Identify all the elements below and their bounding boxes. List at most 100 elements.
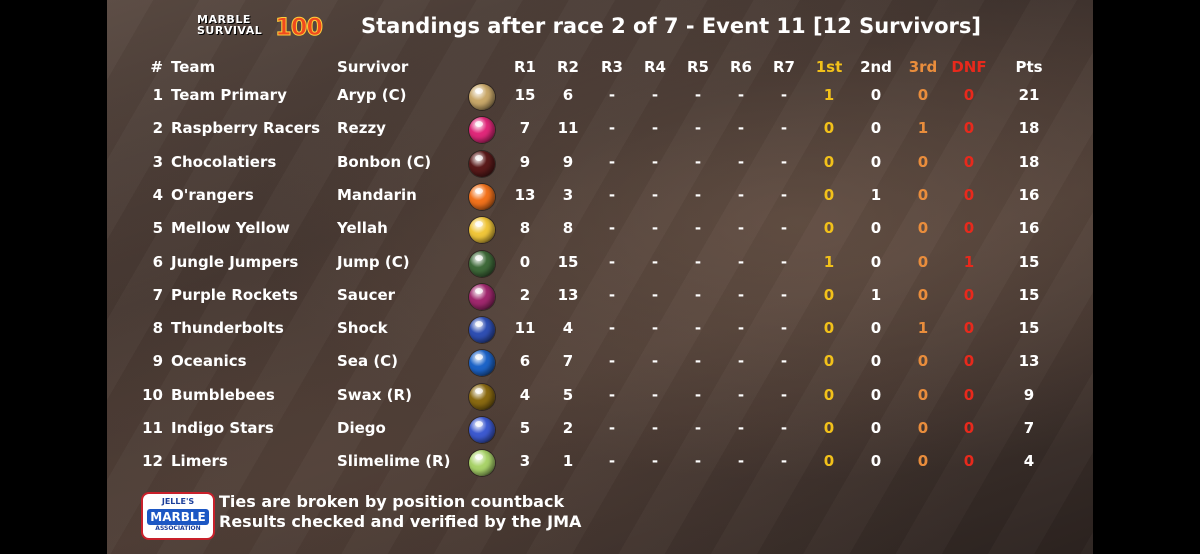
table-row: 11 Indigo Stars Diego 5 2 - - - - - 0 0 0 0 7: [107, 413, 1093, 443]
logo-line1: MARBLE: [197, 13, 251, 26]
row-r5: -: [694, 452, 702, 471]
row-num: 11: [142, 419, 163, 437]
row-dnf: 0: [963, 452, 975, 471]
row-first: 0: [823, 352, 835, 371]
row-dnf: 0: [963, 352, 975, 371]
row-num: 6: [152, 252, 163, 271]
jma-logo-line3: ASSOCIATION: [155, 525, 201, 532]
row-second: 1: [870, 185, 882, 204]
row-first: 0: [823, 419, 835, 437]
row-r4: -: [651, 185, 659, 204]
row-survivor: Rezzy: [337, 119, 386, 138]
row-pts: 18: [1018, 152, 1040, 171]
row-r6: -: [737, 185, 745, 204]
row-r4: -: [651, 252, 659, 271]
row-second: 0: [870, 119, 882, 138]
row-second: 0: [870, 252, 882, 271]
row-r2: 11: [557, 119, 579, 138]
row-num: 3: [152, 152, 163, 171]
row-r6: -: [737, 219, 745, 238]
jma-logo-line1: JELLE'S: [161, 497, 195, 506]
row-r4: -: [651, 219, 659, 238]
row-r3: -: [608, 285, 616, 304]
footer-note-tiebreak: Ties are broken by position countback: [219, 492, 565, 511]
row-r6: -: [737, 385, 745, 404]
row-r2: 9: [562, 152, 574, 171]
row-r7: -: [780, 319, 788, 338]
row-third: 0: [917, 285, 929, 304]
logo-text: MARBLE SURVIVAL: [197, 14, 262, 36]
row-r3: -: [608, 219, 616, 238]
row-r5: -: [694, 419, 702, 437]
header-r1: R1: [514, 58, 536, 76]
row-second: 0: [870, 86, 882, 104]
row-r4: -: [651, 452, 659, 471]
jma-logo-line2: MARBLE: [147, 509, 209, 525]
row-team: O'rangers: [171, 185, 254, 204]
row-r3: -: [608, 119, 616, 138]
header-r4: R4: [644, 58, 666, 76]
table-header: # Team Survivor R1 R2 R3 R4 R5 R6 R7 1st…: [107, 52, 1093, 82]
row-r6: -: [737, 152, 745, 171]
row-num: 1: [152, 86, 163, 104]
row-r1: 3: [519, 452, 531, 471]
row-team: Mellow Yellow: [171, 219, 290, 238]
row-r7: -: [780, 419, 788, 437]
row-team: Jungle Jumpers: [171, 252, 299, 271]
row-team: Oceanics: [171, 352, 247, 371]
row-num: 7: [152, 285, 163, 304]
row-r3: -: [608, 419, 616, 437]
letterbox-left: [0, 0, 107, 554]
row-team: Thunderbolts: [171, 319, 284, 338]
row-survivor: Yellah: [337, 219, 388, 238]
row-r2: 8: [562, 219, 574, 238]
row-r6: -: [737, 119, 745, 138]
table-row: 1 Team Primary Aryp (C) 15 6 - - - - - 1 0 0 0 21: [107, 80, 1093, 110]
table-row: 8 Thunderbolts Shock 11 4 - - - - - 0 0 1 0 15: [107, 313, 1093, 344]
row-r3: -: [608, 252, 616, 271]
row-num: 4: [152, 185, 163, 204]
row-r3: -: [608, 185, 616, 204]
row-num: 5: [152, 219, 163, 238]
row-r4: -: [651, 119, 659, 138]
row-survivor: Mandarin: [337, 185, 417, 204]
row-second: 0: [870, 352, 882, 371]
row-pts: 15: [1018, 319, 1040, 338]
row-survivor: Diego: [337, 419, 386, 437]
row-second: 0: [870, 319, 882, 338]
row-r2: 2: [562, 419, 574, 437]
row-r1: 13: [514, 185, 536, 204]
marble-icon: [469, 350, 495, 377]
row-r3: -: [608, 152, 616, 171]
marble-icon: [469, 150, 495, 177]
header-r3: R3: [601, 58, 623, 76]
table-row: 7 Purple Rockets Saucer 2 13 - - - - - 0 1 0 0 15: [107, 280, 1093, 310]
row-team: Limers: [171, 452, 228, 471]
row-survivor: Jump (C): [337, 252, 410, 271]
row-num: 12: [142, 452, 163, 471]
row-r7: -: [780, 86, 788, 104]
row-pts: 9: [1023, 385, 1035, 404]
row-r5: -: [694, 285, 702, 304]
row-dnf: 0: [963, 319, 975, 338]
row-r3: -: [608, 452, 616, 471]
table-row: 2 Raspberry Racers Rezzy 7 11 - - - - - 0 0 1 0 18: [107, 113, 1093, 144]
row-third: 0: [917, 452, 929, 471]
row-third: 1: [917, 119, 929, 138]
row-r2: 5: [562, 385, 574, 404]
row-pts: 7: [1023, 419, 1035, 437]
row-r1: 8: [519, 219, 531, 238]
row-third: 1: [917, 319, 929, 338]
table-row: 12 Limers Slimelime (R) 3 1 - - - - - 0 0 0 0 4: [107, 446, 1093, 477]
row-r2: 1: [562, 452, 574, 471]
header-r2: R2: [557, 58, 579, 76]
row-r7: -: [780, 385, 788, 404]
table-row: 5 Mellow Yellow Yellah 8 8 - - - - - 0 0 0 0 16: [107, 213, 1093, 244]
row-r5: -: [694, 152, 702, 171]
row-r3: -: [608, 352, 616, 371]
row-second: 0: [870, 452, 882, 471]
header-third: 3rd: [908, 58, 938, 76]
row-dnf: 0: [963, 285, 975, 304]
table-row: 6 Jungle Jumpers Jump (C) 0 15 - - - - - 1 0 0 1 15: [107, 247, 1093, 277]
